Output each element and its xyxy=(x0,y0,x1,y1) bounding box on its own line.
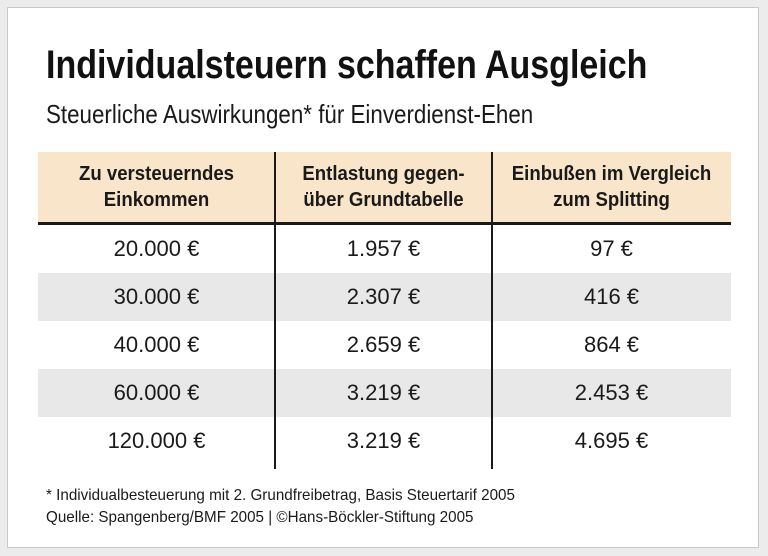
footnotes: * Individualbesteuerung mit 2. Grundfrei… xyxy=(46,485,515,529)
table-row: 20.000 € 1.957 € 97 € xyxy=(38,225,731,273)
column-header-relief: Entlastung gegen- über Grundtabelle xyxy=(302,163,465,211)
page-title: Individualsteuern schaffen Ausgleich xyxy=(46,43,648,87)
table-row: 30.000 € 2.307 € 416 € xyxy=(38,273,731,321)
cell-relief: 3.219 € xyxy=(346,428,421,453)
column-header-loss: Einbußen im Vergleich zum Splitting xyxy=(511,163,712,211)
cell-relief: 2.659 € xyxy=(346,332,421,357)
cell-relief: 3.219 € xyxy=(346,380,421,405)
cell-income: 120.000 € xyxy=(107,428,206,453)
cell-loss: 97 € xyxy=(590,236,633,261)
cell-loss: 864 € xyxy=(583,332,640,357)
cell-income: 60.000 € xyxy=(113,380,200,405)
infographic-card: Individualsteuern schaffen Ausgleich Ste… xyxy=(7,7,759,548)
cell-loss: 416 € xyxy=(583,284,640,309)
column-header-income: Zu versteuerndes Einkommen xyxy=(78,163,235,211)
cell-income: 20.000 € xyxy=(113,236,200,261)
cell-relief: 2.307 € xyxy=(346,284,421,309)
table-row: 120.000 € 3.219 € 4.695 € xyxy=(38,417,731,465)
column-divider xyxy=(491,152,493,469)
data-table: Zu versteuerndes Einkommen Entlastung ge… xyxy=(38,152,731,469)
column-divider xyxy=(274,152,276,469)
page-subtitle: Steuerliche Auswirkungen* für Einverdien… xyxy=(46,99,534,129)
cell-income: 30.000 € xyxy=(113,284,200,309)
footnote-text: * Individualbesteuerung mit 2. Grundfrei… xyxy=(46,487,515,504)
table-header-row: Zu versteuerndes Einkommen Entlastung ge… xyxy=(38,152,731,225)
table-row: 60.000 € 3.219 € 2.453 € xyxy=(38,369,731,417)
cell-loss: 2.453 € xyxy=(574,380,649,405)
table-row: 40.000 € 2.659 € 864 € xyxy=(38,321,731,369)
cell-loss: 4.695 € xyxy=(574,428,649,453)
source-text: Quelle: Spangenberg/BMF 2005 | ©Hans-Böc… xyxy=(46,509,474,526)
cell-income: 40.000 € xyxy=(113,332,200,357)
cell-relief: 1.957 € xyxy=(346,236,421,261)
